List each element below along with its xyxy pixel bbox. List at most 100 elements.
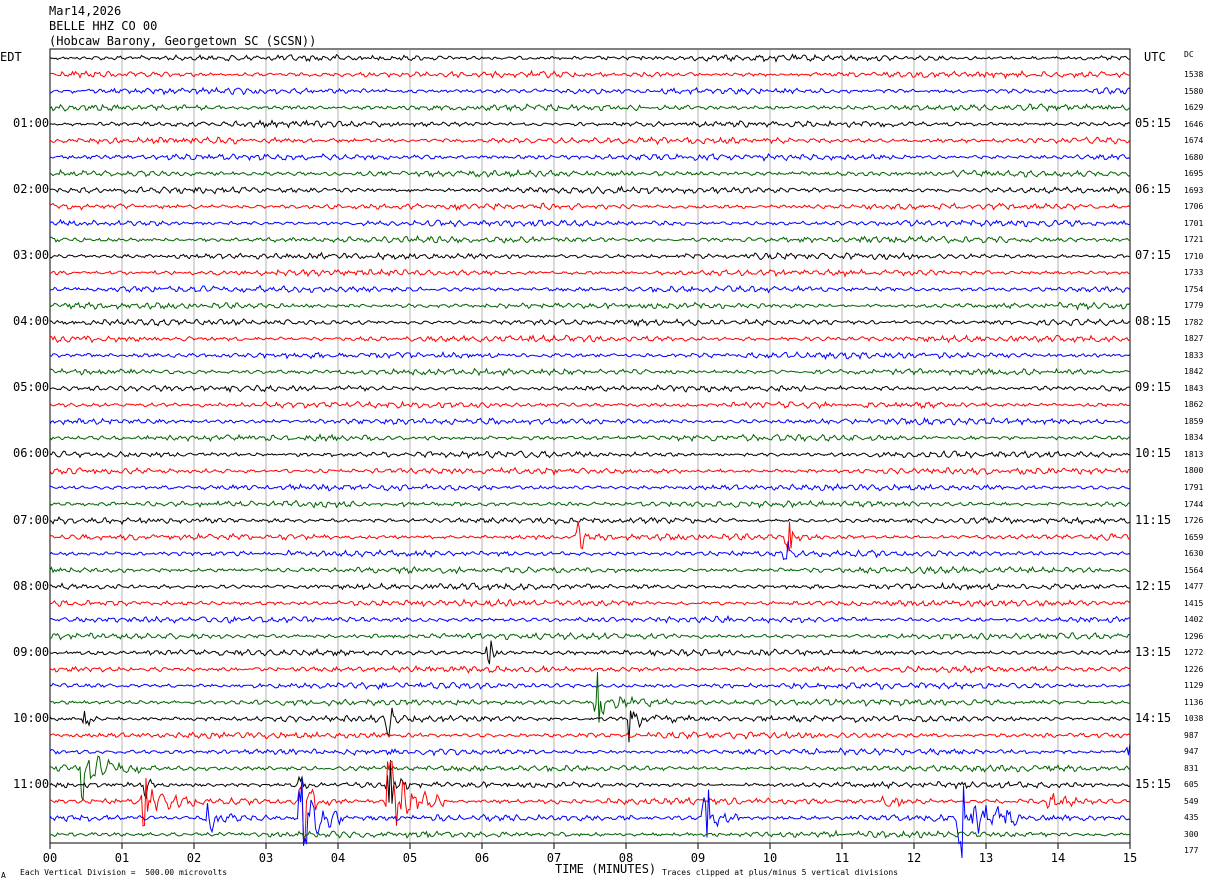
dc-offset-value: 605: [1184, 780, 1199, 790]
seismic-trace: [49, 202, 1131, 211]
scale-note: Each Vertical Division = 500.00 microvol…: [20, 868, 228, 877]
seismic-trace: [49, 631, 1130, 641]
seismic-trace: [49, 541, 1131, 561]
seismic-trace: [49, 521, 1131, 552]
dc-offset-value: 1733: [1184, 268, 1204, 278]
x-tick-label: 14: [1051, 851, 1065, 865]
seismic-trace: [49, 640, 1131, 665]
x-tick-label: 13: [979, 851, 993, 865]
dc-offset-header: DC: [1184, 50, 1194, 59]
dc-offset-value: 1695: [1184, 169, 1204, 179]
x-tick-label: 00: [43, 851, 57, 865]
seismic-trace: [49, 218, 1131, 228]
x-axis-title: TIME (MINUTES): [555, 862, 657, 876]
dc-offset-value: 1827: [1184, 334, 1204, 344]
dc-offset-value: 1629: [1184, 103, 1204, 113]
dc-offset-value: 1226: [1184, 664, 1204, 674]
left-timezone-label: EDT: [0, 50, 22, 64]
dc-offset-value: 1721: [1184, 235, 1204, 245]
seismic-trace: [49, 581, 1131, 591]
dc-offset-value: 1538: [1184, 70, 1204, 79]
x-tick-label: 05: [403, 851, 417, 865]
dc-offset-value: 1744: [1184, 499, 1204, 509]
header-channel: BELLE HHZ CO 00: [49, 19, 158, 33]
seismic-trace: [49, 664, 1131, 674]
seismic-trace: [49, 614, 1131, 624]
seismic-trace: [49, 742, 1131, 757]
seismic-trace: [49, 829, 1131, 839]
dc-offset-value: 1129: [1184, 681, 1204, 691]
seismic-trace: [49, 384, 1131, 394]
corner-mark: A: [1, 871, 6, 880]
x-tick-label: 06: [475, 851, 489, 865]
x-tick-label: 02: [187, 851, 201, 865]
seismic-trace: [49, 433, 1131, 443]
local-hour-label: 05:00: [13, 380, 50, 395]
seismic-trace: [49, 449, 1131, 459]
dc-offset-value: 1659: [1184, 532, 1204, 542]
local-hour-label: 10:00: [13, 710, 50, 725]
dc-offset-value: 1833: [1184, 350, 1204, 360]
seismic-trace: [49, 777, 1131, 858]
seismic-trace: [49, 301, 1131, 311]
local-hour-label: 11:00: [13, 776, 50, 791]
local-hour-label: 09:00: [13, 644, 50, 659]
seismic-trace: [49, 234, 1131, 244]
utc-hour-label: 10:15: [1135, 446, 1172, 461]
dc-offset-value: 1646: [1184, 119, 1204, 129]
seismic-trace: [49, 86, 1131, 96]
dc-offset-value: 549: [1184, 796, 1199, 806]
right-timezone-label: UTC: [1144, 50, 1166, 64]
dc-offset-value: 1754: [1184, 284, 1204, 294]
dc-offset-value: 1706: [1184, 202, 1204, 212]
utc-hour-label: 13:15: [1135, 644, 1172, 659]
seismic-trace: [49, 367, 1131, 377]
seismic-trace: [49, 671, 1131, 723]
local-hour-label: 01:00: [13, 116, 50, 131]
dc-offset-value: 1415: [1184, 598, 1204, 608]
utc-hour-label: 07:15: [1135, 248, 1172, 263]
local-hour-label: 08:00: [13, 578, 50, 593]
utc-hour-label: 05:15: [1135, 116, 1172, 131]
seismic-trace: [49, 268, 1131, 278]
dc-offset-value: 1862: [1184, 400, 1204, 410]
seismic-trace: [49, 351, 1131, 361]
dc-offset-value: 435: [1184, 813, 1199, 823]
x-tick-label: 01: [115, 851, 129, 865]
seismic-trace: [49, 53, 1131, 63]
local-hour-label: 07:00: [13, 512, 50, 527]
dc-offset-value: 1693: [1184, 185, 1204, 195]
seismic-trace: [50, 482, 1131, 492]
dc-offset-value: 1782: [1184, 317, 1204, 327]
local-hour-label: 02:00: [13, 182, 50, 197]
dc-offset-value: 1296: [1184, 631, 1204, 641]
dc-offset-value: 1800: [1184, 466, 1204, 476]
seismic-trace: [49, 416, 1131, 426]
dc-offset-value: 300: [1184, 829, 1199, 839]
x-tick-label: 07: [547, 851, 561, 865]
dc-offset-value: 1580: [1184, 86, 1204, 96]
dc-offset-value: 947: [1184, 747, 1199, 757]
seismic-trace: [49, 565, 1131, 575]
header-date: Mar14,2026: [49, 4, 122, 18]
seismic-trace: [49, 759, 1131, 804]
x-tick-label: 09: [691, 851, 705, 865]
utc-hour-label: 11:15: [1135, 512, 1172, 527]
header-station: (Hobcaw Barony, Georgetown SC (SCSN)): [49, 34, 317, 48]
seismic-trace: [49, 681, 1131, 691]
dc-offset-value: 1272: [1184, 648, 1204, 658]
seismic-trace: [49, 103, 1131, 113]
seismic-trace: [49, 168, 1131, 178]
dc-offset-value: 831: [1184, 763, 1199, 773]
seismic-trace: [49, 119, 1131, 129]
dc-offset-value: 1564: [1184, 565, 1204, 575]
local-hour-label: 06:00: [13, 446, 50, 461]
dc-offset-value: 1038: [1184, 714, 1204, 724]
seismic-trace: [49, 284, 1131, 294]
dc-offset-value: 1402: [1184, 615, 1204, 625]
seismic-trace: [49, 318, 1131, 328]
dc-offset-value: 1859: [1184, 416, 1204, 426]
dc-offset-value: 1701: [1184, 218, 1204, 228]
local-hour-label: 04:00: [13, 314, 50, 329]
